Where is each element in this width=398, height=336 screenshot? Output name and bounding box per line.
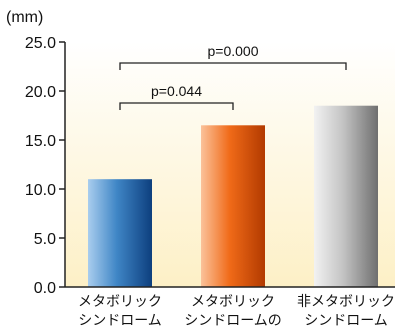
category-label-1-line-1: メタボリック xyxy=(78,293,162,309)
p-value-label-2: p=0.000 xyxy=(208,43,259,59)
significance-bracket-2 xyxy=(119,62,347,70)
bars-group xyxy=(88,105,378,287)
category-label-3-line-2: シンドローム xyxy=(304,312,388,328)
significance-brackets: p=0.044 p=0.000 xyxy=(119,43,347,110)
bar-2 xyxy=(201,125,265,287)
y-tick-label: 20.0 xyxy=(25,84,56,101)
significance-bracket-1 xyxy=(119,102,234,110)
y-tick-label: 0.0 xyxy=(34,280,56,297)
p-value-label-1: p=0.044 xyxy=(151,83,202,99)
category-label-2-line-2: シンドロームの xyxy=(184,312,282,328)
bar-1 xyxy=(88,179,152,287)
y-unit-label: (mm) xyxy=(6,9,43,26)
y-tick-label: 15.0 xyxy=(25,133,56,150)
y-axis: 0.0 5.0 10.0 15.0 20.0 25.0 xyxy=(25,35,395,297)
category-label-3-line-1: 非メタボリック xyxy=(297,293,395,309)
category-label-1-line-2: シンドローム xyxy=(78,312,162,328)
bar-3 xyxy=(314,105,378,287)
y-tick-label: 25.0 xyxy=(25,35,56,52)
y-tick-label: 10.0 xyxy=(25,182,56,199)
y-tick-label: 5.0 xyxy=(34,231,56,248)
category-label-2-line-1: メタボリック xyxy=(191,293,275,309)
